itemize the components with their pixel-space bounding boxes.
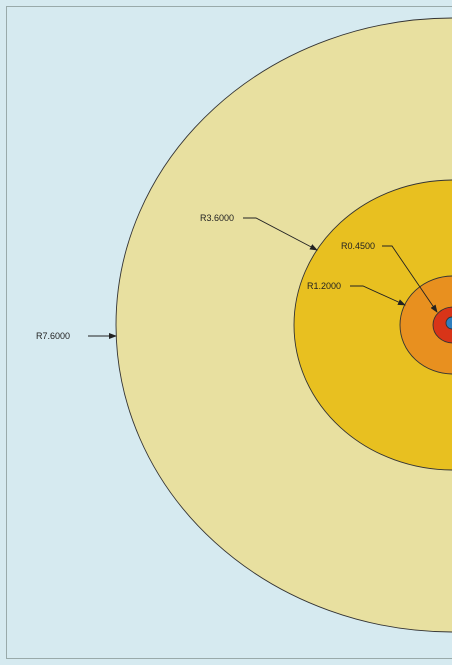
label-r-core: R0.4500	[341, 241, 375, 251]
ring-mid	[293, 179, 452, 471]
core-center	[445, 316, 452, 330]
sheet-border	[6, 6, 452, 659]
leader-r-inner	[350, 285, 406, 306]
ring-inner	[399, 275, 452, 375]
leader-r-mid	[243, 217, 318, 251]
leader-r-core	[382, 245, 438, 313]
ring-core	[432, 306, 452, 344]
ring-outer	[115, 17, 452, 633]
label-r-mid: R3.6000	[200, 213, 234, 223]
label-r-inner: R1.2000	[307, 281, 341, 291]
label-r-outer: R7.6000	[36, 331, 70, 341]
